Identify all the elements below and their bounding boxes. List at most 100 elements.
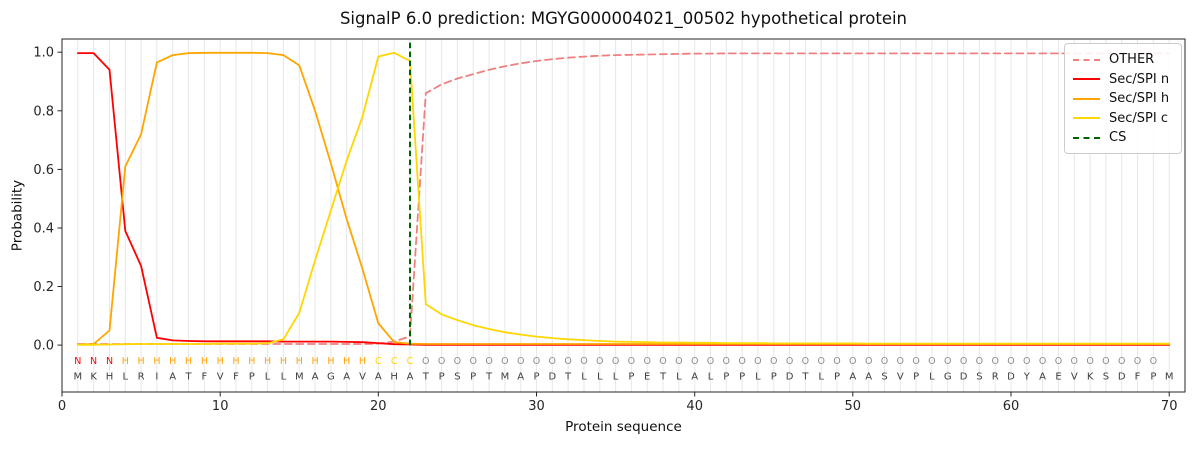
region-letter: O (1023, 356, 1030, 367)
sequence-letter: L (581, 372, 587, 383)
region-letter: O (1071, 356, 1078, 367)
sequence-letter: L (597, 372, 603, 383)
legend-item-sec-spi-n: Sec/SPI n (1073, 70, 1173, 90)
region-letter: O (612, 356, 619, 367)
region-letter: O (897, 356, 904, 367)
y-tick-label: 0.6 (33, 163, 54, 178)
region-letter: O (991, 356, 998, 367)
sequence-letter: A (517, 372, 524, 383)
region-letter: N (90, 356, 97, 367)
sequence-letter: R (992, 372, 999, 383)
region-letter: O (944, 356, 951, 367)
sequence-letter: L (929, 372, 935, 383)
region-letter: H (122, 356, 129, 367)
series-line-sec-spi-c (76, 51, 1171, 346)
region-letter: H (280, 356, 287, 367)
sequence-letter: E (644, 372, 650, 383)
sequence-letter: D (1007, 372, 1015, 383)
region-letter: H (185, 356, 192, 367)
legend-line-cs (1073, 136, 1100, 139)
region-letter: O (1086, 356, 1093, 367)
region-letter: O (976, 356, 983, 367)
region-letter: N (106, 356, 113, 367)
region-letter: O (865, 356, 872, 367)
region-letter: O (960, 356, 967, 367)
sequence-letter: M (501, 372, 510, 383)
legend-item-sec-spi-c: Sec/SPI c (1073, 109, 1173, 129)
legend-line-sec-spi-n (1073, 78, 1100, 81)
sequence-letter: A (343, 372, 350, 383)
sequence-letter: P (834, 372, 840, 383)
gridlines (77, 39, 1170, 392)
legend-item-sec-spi-h: Sec/SPI h (1073, 89, 1173, 109)
region-letter: O (1039, 356, 1046, 367)
region-letter: O (738, 356, 745, 367)
region-letter: O (580, 356, 587, 367)
region-letter: O (881, 356, 888, 367)
region-letter: H (264, 356, 271, 367)
sequence-letter: S (454, 372, 460, 383)
region-letter: H (296, 356, 303, 367)
region-letter: O (517, 356, 524, 367)
region-letter: O (849, 356, 856, 367)
region-letter: O (533, 356, 540, 367)
sequence-letter: T (422, 372, 430, 383)
sequence-letter: D (960, 372, 968, 383)
sequence-letter: L (281, 372, 287, 383)
sequence-letter: M (1165, 372, 1174, 383)
legend-line-other (1073, 58, 1100, 61)
region-letter: O (691, 356, 698, 367)
y-tick-label: 0.2 (33, 280, 54, 295)
sequence-letter: K (90, 372, 97, 383)
y-tick-label: 0.8 (33, 104, 54, 119)
sequence-letter: L (755, 372, 761, 383)
legend-item-cs: CS (1073, 128, 1173, 148)
sequence-letter: G (944, 372, 952, 383)
sequence-letter: L (265, 372, 271, 383)
sequence-letter: V (359, 372, 366, 383)
sequence-letter: S (881, 372, 887, 383)
y-tick-label: 0.4 (33, 222, 54, 237)
sequence-letter: P (249, 372, 255, 383)
sequence-letter: K (1087, 372, 1094, 383)
sequence-letter: T (801, 372, 809, 383)
sequence-letter: T (659, 372, 667, 383)
region-letter: O (1150, 356, 1157, 367)
sequence-letter: F (233, 372, 239, 383)
region-letter: O (707, 356, 714, 367)
sequence-letter: S (1103, 372, 1109, 383)
sequence-letter: P (739, 372, 745, 383)
sequence-letter: P (771, 372, 777, 383)
sequence-letter: A (865, 372, 872, 383)
x-tick-label: 30 (528, 399, 545, 414)
sequence-letter: E (1055, 372, 1061, 383)
sequence-letter: M (295, 372, 304, 383)
legend-line-sec-spi-h (1073, 97, 1100, 100)
y-tick-label: 1.0 (33, 46, 54, 61)
legend-label-sec-spi-h: Sec/SPI h (1109, 91, 1170, 107)
region-letter: O (754, 356, 761, 367)
region-letter: O (928, 356, 935, 367)
sequence-letter: P (913, 372, 919, 383)
sequence-letter: T (564, 372, 572, 383)
region-letter: O (659, 356, 666, 367)
sequence-letter: P (533, 372, 539, 383)
sequence-letter: L (613, 372, 619, 383)
region-letter: O (833, 356, 840, 367)
legend: OTHER Sec/SPI n Sec/SPI h Sec/SPI c CS (1064, 43, 1182, 154)
region-letter: H (153, 356, 160, 367)
region-letter: O (786, 356, 793, 367)
sequence-letter: A (849, 372, 856, 383)
x-tick-label: 70 (1161, 399, 1178, 414)
region-letter: N (74, 356, 81, 367)
sequence-letter: A (312, 372, 319, 383)
sequence-letter: L (708, 372, 714, 383)
region-letter: O (675, 356, 682, 367)
sequence-letter: D (1118, 372, 1126, 383)
region-letter: H (169, 356, 176, 367)
region-letter: O (596, 356, 603, 367)
region-letter: O (1134, 356, 1141, 367)
x-tick-label: 20 (370, 399, 387, 414)
